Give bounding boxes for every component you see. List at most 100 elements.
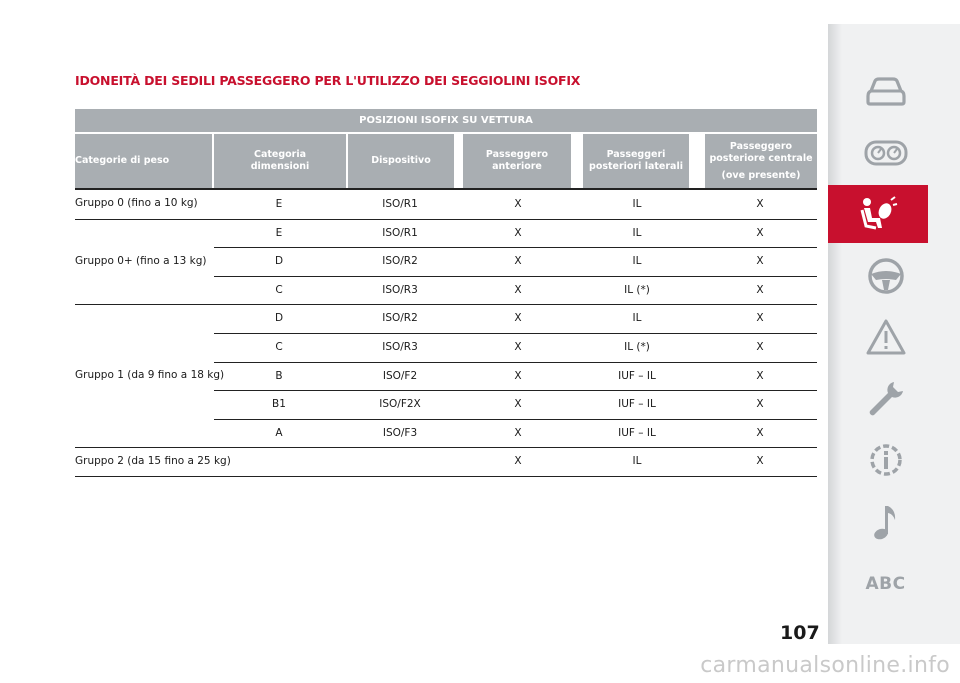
sidebar-item-multimedia[interactable] <box>843 493 928 551</box>
sidebar-item-dashboard[interactable] <box>843 124 928 182</box>
row-divider <box>214 247 817 249</box>
cell-device: ISO/R1 <box>382 226 418 239</box>
group-label: Gruppo 0+ (fino a 13 kg) <box>75 254 207 267</box>
dashboard-icon <box>864 140 907 166</box>
header-front-line2: anteriore <box>492 161 542 172</box>
cell-front: X <box>514 426 522 439</box>
sidebar-item-emergency[interactable] <box>843 308 928 366</box>
sidebar-item-driving[interactable] <box>843 247 928 305</box>
header-rear-center-line2: posteriore centrale <box>709 152 813 164</box>
cell-rear-side: IL <box>632 312 642 325</box>
header-size-line1: Categoria <box>253 149 307 160</box>
cell-rear-center: X <box>756 255 764 268</box>
cell-rear-side: IUF – IL <box>618 398 656 411</box>
cell-front: X <box>514 283 522 296</box>
row-divider <box>75 447 817 449</box>
cell-front: X <box>514 369 522 382</box>
watermark-band <box>0 651 960 683</box>
cell-size: D <box>274 255 284 268</box>
cell-rear-side: IL <box>632 198 642 210</box>
cell-size: E <box>275 226 283 239</box>
steering-wheel-icon <box>867 258 904 294</box>
cell-device: ISO/R2 <box>382 255 418 268</box>
technical-data-icon <box>869 444 902 476</box>
table-super-header: POSIZIONI ISOFIX SU VETTURA <box>75 109 817 132</box>
header-rear-side-passengers: Passeggeri posteriori laterali <box>583 134 689 188</box>
cell-front: X <box>514 312 522 325</box>
cell-rear-center: X <box>756 312 764 325</box>
group-label: Gruppo 2 (da 15 fino a 25 kg) <box>75 454 231 467</box>
cell-device: ISO/F2X <box>379 398 421 411</box>
cell-front: X <box>514 255 522 268</box>
cell-rear-side: IL (*) <box>624 283 650 296</box>
cell-rear-side: IL <box>632 226 642 239</box>
row-divider <box>75 476 817 477</box>
header-rear-center-passenger: Passeggero posteriore centrale (ove presen… <box>705 134 817 188</box>
header-rear-center-line3: (ove presente) <box>721 169 801 181</box>
sidebar-item-index[interactable]: ABC <box>843 555 928 613</box>
row-divider <box>214 390 817 392</box>
cell-rear-center: X <box>756 426 764 439</box>
sidebar-item-maintenance[interactable] <box>843 370 928 428</box>
cell-front: X <box>514 198 522 210</box>
wrench-icon <box>869 382 903 416</box>
cell-size: B1 <box>272 398 286 411</box>
cell-rear-center: X <box>756 198 764 210</box>
cell-rear-side: IUF – IL <box>618 426 656 439</box>
cell-rear-side: IL (*) <box>624 341 650 353</box>
watermark: carmanualsonline.info <box>700 653 950 678</box>
cell-rear-center: X <box>756 398 764 411</box>
row-divider <box>75 304 817 306</box>
header-front-line1: Passeggero <box>485 149 549 160</box>
cell-rear-center: X <box>756 455 764 468</box>
cell-device: ISO/F2 <box>382 369 418 382</box>
cell-device: ISO/R3 <box>382 341 418 353</box>
row-divider <box>75 218 817 220</box>
cell-size: B <box>275 369 283 382</box>
cell-front: X <box>514 341 522 353</box>
header-size-line2: dimensioni <box>250 161 310 172</box>
header-device-label: Dispositivo <box>371 155 431 166</box>
row-divider <box>214 361 817 363</box>
cell-rear-center: X <box>756 341 764 353</box>
cell-size: D <box>274 312 284 325</box>
header-divider <box>75 188 817 190</box>
header-rear-center-line1: Passeggero <box>729 140 793 152</box>
cell-size: C <box>275 283 283 296</box>
group-label: Gruppo 1 (da 9 fino a 18 kg) <box>75 368 225 381</box>
row-divider <box>214 275 817 277</box>
cell-size: A <box>275 426 283 439</box>
abc-index-label: ABC <box>865 574 906 594</box>
page-title: IDONEITÀ DEI SEDILI PASSEGGERO PER L'UTI… <box>75 73 581 88</box>
header-size-category: Categoria dimensioni <box>214 134 346 188</box>
cell-rear-side: IUF – IL <box>618 369 656 382</box>
header-weight-label: Categorie di peso <box>75 155 170 166</box>
cell-rear-center: X <box>756 283 764 296</box>
cell-rear-side: IL <box>632 255 642 268</box>
sidebar-item-car[interactable] <box>843 63 928 121</box>
sidebar-item-technical-data[interactable] <box>843 431 928 489</box>
cell-rear-center: X <box>756 369 764 382</box>
cell-device: ISO/R1 <box>382 198 418 210</box>
airbag-seat-icon <box>860 196 898 230</box>
warning-triangle-icon <box>866 319 905 355</box>
header-device: Dispositivo <box>348 134 454 188</box>
row-divider <box>214 418 817 420</box>
cell-size: E <box>275 198 283 210</box>
header-rear-side-line1: Passeggeri <box>606 149 666 160</box>
sidebar-item-safety[interactable] <box>828 185 928 243</box>
cell-device: ISO/F3 <box>382 426 418 439</box>
page-number: 107 <box>780 622 820 644</box>
cell-front: X <box>514 226 522 239</box>
sidebar-shade <box>828 24 842 644</box>
cell-rear-center: X <box>756 226 764 239</box>
cell-device: ISO/R3 <box>382 283 418 296</box>
cell-front: X <box>514 455 522 468</box>
row-divider <box>214 333 817 334</box>
cell-front: X <box>514 398 522 411</box>
car-icon <box>865 77 906 106</box>
music-note-icon <box>873 506 895 540</box>
cell-device: ISO/R2 <box>382 312 418 325</box>
group-label: Gruppo 0 (fino a 10 kg) <box>75 197 198 210</box>
header-weight-category: Categorie di peso <box>75 134 212 188</box>
